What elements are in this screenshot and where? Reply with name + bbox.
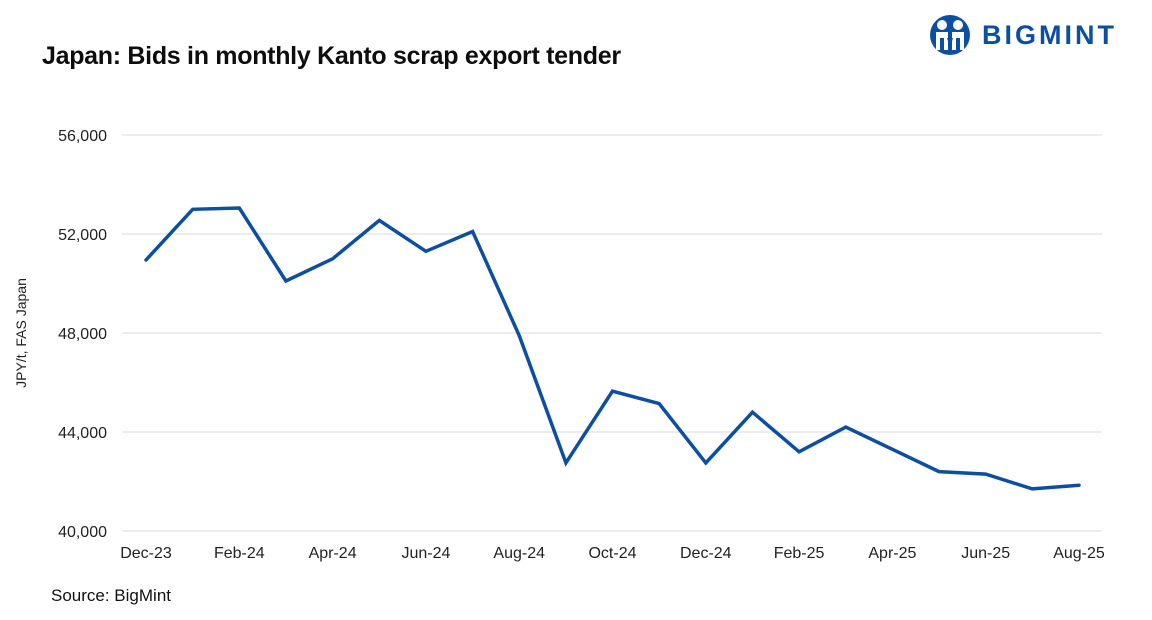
y-axis-ticks: 40,000 44,000 48,000 52,000 56,000 <box>58 128 107 541</box>
y-axis-label: JPY/t, FAS Japan <box>13 278 29 388</box>
x-axis-ticks: Dec-23 Feb-24 Apr-24 Jun-24 Aug-24 Oct-24 Dec-… <box>120 545 1105 562</box>
x-tick-label: Aug-25 <box>1053 545 1105 562</box>
y-tick-label: 44,000 <box>58 425 107 442</box>
y-tick-label: 40,000 <box>58 524 107 541</box>
y-tick-label: 56,000 <box>58 128 107 145</box>
bigmint-logo: BIGMINT <box>928 14 1117 56</box>
x-tick-label: Oct-24 <box>588 545 636 562</box>
x-tick-label: Dec-23 <box>120 545 172 562</box>
x-tick-label: Feb-25 <box>774 545 825 562</box>
source-note: Source: BigMint <box>51 586 171 605</box>
gridlines <box>122 134 1102 532</box>
x-tick-label: Jun-24 <box>401 545 450 562</box>
chart-title: Japan: Bids in monthly Kanto scrap expor… <box>42 42 621 70</box>
bigmint-people-icon <box>930 15 970 55</box>
x-tick-label: Aug-24 <box>493 545 545 562</box>
x-tick-label: Jun-25 <box>961 545 1010 562</box>
x-tick-label: Dec-24 <box>680 545 732 562</box>
y-tick-label: 52,000 <box>58 227 107 244</box>
logo-text: BIGMINT <box>982 19 1117 50</box>
x-tick-label: Apr-24 <box>309 545 357 562</box>
y-tick-label: 48,000 <box>58 326 107 343</box>
series-line <box>144 206 1081 491</box>
x-tick-label: Apr-25 <box>868 545 916 562</box>
x-tick-label: Feb-24 <box>214 545 265 562</box>
